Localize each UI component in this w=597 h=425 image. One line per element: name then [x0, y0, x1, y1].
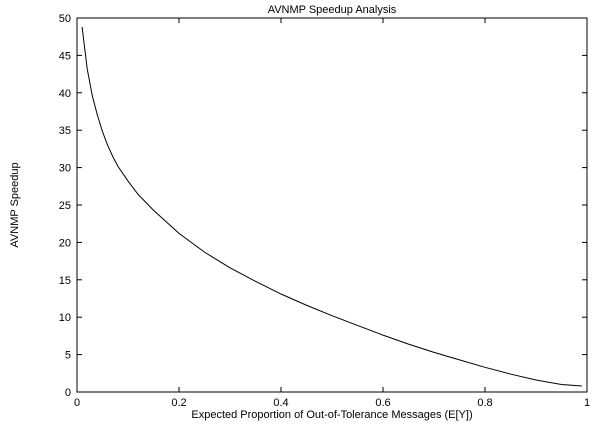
y-tick-label: 40	[59, 88, 71, 100]
x-tick-label: 0.8	[477, 397, 492, 409]
y-tick-label: 50	[59, 13, 71, 25]
y-tick-label: 20	[59, 237, 71, 249]
x-axis: 0 0.2 0.4 0.6 0.8 1	[74, 18, 590, 409]
y-tick-label: 30	[59, 163, 71, 175]
x-tick-label: 0.4	[273, 397, 288, 409]
y-tick-label: 35	[59, 125, 71, 137]
y-tick-label: 25	[59, 200, 71, 212]
x-axis-label: Expected Proportion of Out-of-Tolerance …	[191, 409, 472, 421]
y-tick-label: 0	[65, 387, 71, 399]
x-tick-label: 0.6	[375, 397, 390, 409]
x-tick-label: 0	[74, 397, 80, 409]
x-tick-label: 0.2	[171, 397, 186, 409]
y-tick-label: 45	[59, 50, 71, 62]
plot-frame	[76, 17, 588, 393]
y-tick-label: 5	[65, 350, 71, 362]
y-tick-label: 10	[59, 312, 71, 324]
y-tick-label: 15	[59, 275, 71, 287]
y-axis: 0 5 10 15 20 25 30 35 40 45 50	[59, 13, 587, 399]
chart-title: AVNMP Speedup Analysis	[268, 4, 397, 16]
x-tick-label: 1	[584, 397, 590, 409]
speedup-line	[81, 26, 582, 387]
y-axis-label: AVNMP Speedup	[9, 162, 21, 247]
